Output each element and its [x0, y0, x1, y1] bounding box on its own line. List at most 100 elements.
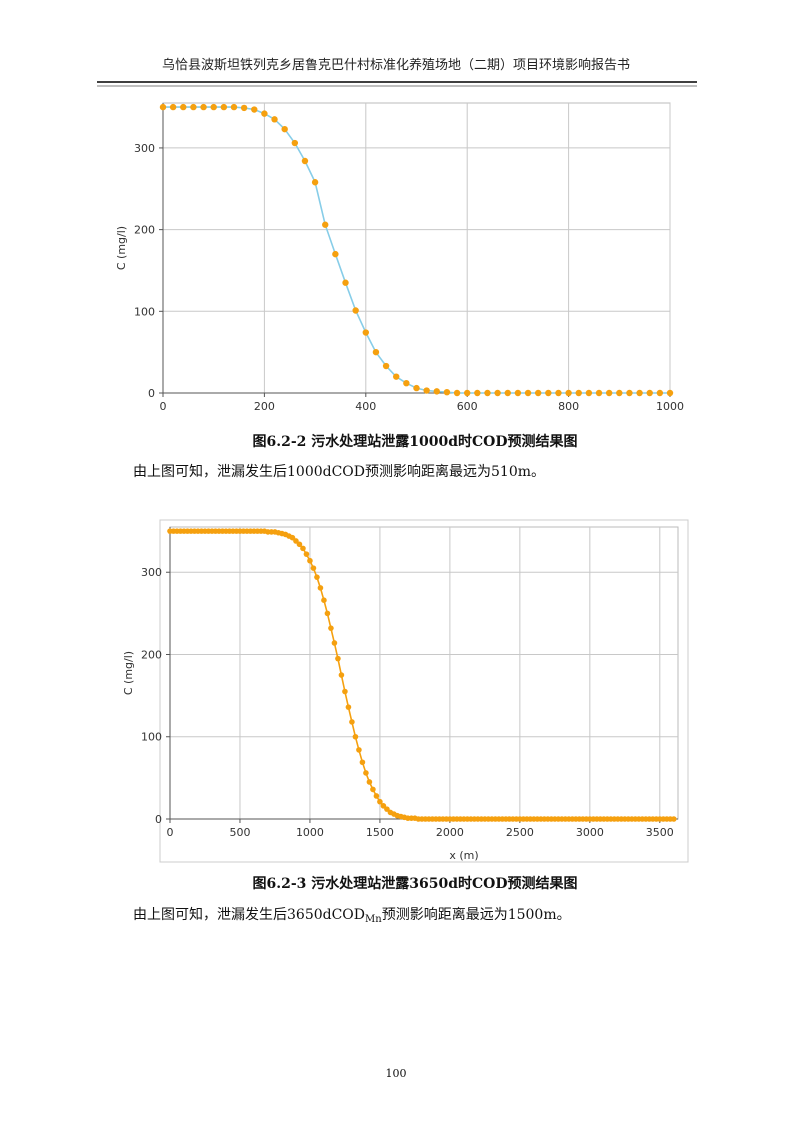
y-axis-label: C (mg/l) [122, 651, 135, 695]
data-point [230, 103, 238, 111]
x-tick-label: 600 [457, 400, 478, 413]
page-number: 100 [386, 1067, 407, 1080]
data-point [261, 110, 268, 117]
data-point [413, 384, 420, 392]
data-point [220, 103, 228, 111]
data-point [296, 541, 303, 548]
data-point [494, 389, 501, 397]
data-point [656, 389, 664, 397]
data-point [349, 719, 355, 725]
y-tick-label: 300 [134, 142, 155, 155]
x-tick-label: 800 [558, 400, 579, 413]
x-tick-label: 0 [160, 400, 167, 413]
y-tick-label: 0 [148, 387, 155, 400]
data-point [342, 279, 349, 286]
data-point [271, 116, 278, 123]
x-tick-label: 1500 [366, 826, 394, 839]
data-point [504, 389, 511, 397]
data-point [534, 389, 542, 397]
y-tick-label: 0 [155, 813, 162, 826]
data-point [352, 307, 359, 314]
data-point [300, 545, 306, 552]
data-point [370, 786, 376, 793]
data-point [293, 538, 299, 544]
x-tick-label: 400 [355, 400, 376, 413]
data-point [373, 793, 380, 799]
data-point [423, 387, 430, 394]
data-point [545, 389, 552, 397]
data-point [311, 179, 319, 186]
data-point [464, 389, 471, 397]
data-point [345, 704, 352, 710]
x-tick-label: 0 [167, 826, 174, 839]
data-point [338, 672, 345, 678]
data-point [585, 389, 593, 397]
data-point [555, 389, 562, 397]
x-tick-label: 1000 [656, 400, 684, 413]
data-point [317, 585, 324, 591]
data-point [636, 389, 643, 397]
data-point [403, 379, 410, 387]
x-axis-label: x (m) [449, 849, 478, 862]
x-tick-label: 500 [229, 826, 250, 839]
y-tick-label: 300 [141, 566, 162, 579]
data-point [384, 806, 390, 812]
x-tick-label: 200 [254, 400, 275, 413]
data-point [359, 759, 366, 766]
data-point [180, 103, 187, 111]
x-tick-label: 1000 [296, 826, 324, 839]
plot-area [169, 526, 679, 820]
y-tick-label: 100 [141, 731, 162, 744]
x-tick-label: 2500 [506, 826, 534, 839]
paragraph: 由上图可知，泄漏发生后1000dCOD预测影响距离最远为510m。 [133, 463, 545, 480]
data-point [335, 655, 341, 662]
page-header: 乌恰县波斯坦铁列克乡居鲁克巴什村标准化养殖场地（二期）项目环境影响报告书 [162, 57, 630, 73]
data-point [328, 625, 334, 631]
data-point [484, 389, 491, 397]
data-point [289, 534, 296, 541]
paragraph: 由上图可知，泄漏发生后3650dCODMn预测影响距离最远为1500m。 [133, 906, 571, 925]
data-point [303, 551, 310, 557]
data-point [433, 388, 440, 395]
data-point [356, 747, 362, 753]
x-tick-label: 3500 [646, 826, 674, 839]
data-point [382, 362, 390, 370]
data-point [321, 597, 327, 604]
data-point [322, 221, 329, 228]
y-tick-label: 200 [141, 648, 162, 661]
figure-caption: 图6.2-3 污水处理站泄露3650d时COD预测结果图 [252, 875, 577, 892]
data-point [524, 389, 532, 397]
data-point [595, 389, 603, 397]
data-point [291, 139, 299, 147]
data-point [324, 610, 331, 617]
data-point [281, 125, 288, 133]
data-point [301, 157, 309, 165]
x-tick-label: 2000 [436, 826, 464, 839]
data-point [393, 373, 400, 380]
data-point [352, 733, 359, 740]
y-tick-label: 100 [134, 305, 155, 318]
data-point [331, 640, 338, 646]
data-point [671, 816, 677, 822]
paragraph-text: 预测影响距离最远为1500m。 [382, 906, 571, 923]
subscript: Mn [365, 914, 382, 925]
chart-frame [159, 519, 689, 863]
data-point [307, 557, 313, 564]
data-point [362, 329, 369, 336]
data-point [314, 574, 320, 580]
data-point [443, 388, 451, 396]
data-point [514, 389, 522, 397]
data-point [453, 389, 461, 397]
data-point [605, 389, 613, 397]
data-point [169, 103, 177, 111]
data-point [474, 389, 481, 397]
data-point [372, 348, 380, 356]
data-point [616, 389, 623, 397]
data-point [200, 103, 207, 111]
figure-caption: 图6.2-2 污水处理站泄露1000d时COD预测结果图 [252, 433, 577, 450]
data-point [342, 688, 348, 695]
data-point [646, 389, 653, 397]
data-point [377, 798, 383, 805]
